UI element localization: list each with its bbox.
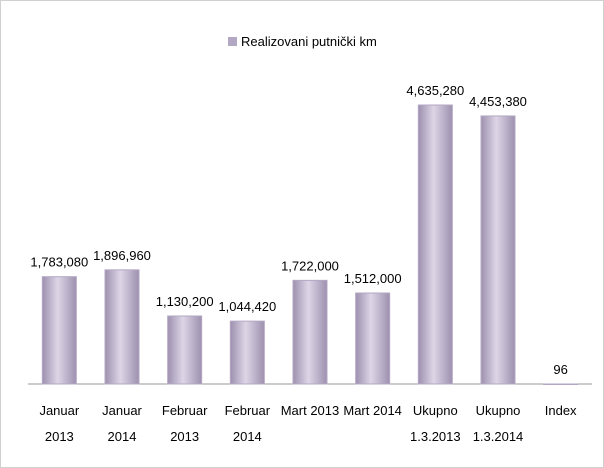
bar (292, 279, 328, 385)
data-label: 1,783,080 (30, 255, 88, 270)
x-tick-label: Januar 2013 (39, 403, 80, 444)
data-label: 1,044,420 (218, 299, 276, 314)
x-tick-label: Februar 2014 (224, 403, 271, 444)
data-label: 1,896,960 (93, 248, 151, 263)
data-label: 4,453,380 (469, 94, 527, 109)
bar (229, 320, 265, 385)
bar (543, 383, 579, 385)
bar (355, 292, 391, 385)
x-tick-label: Index (544, 403, 577, 418)
x-tick-label: Januar 2014 (102, 403, 142, 444)
data-label: 96 (553, 362, 567, 377)
x-tick-label: Ukupno 1.3.2014 (472, 403, 524, 444)
legend-label: Realizovani putnički km (241, 34, 377, 49)
bar (417, 104, 453, 385)
bar (167, 315, 203, 385)
bar (41, 276, 77, 385)
data-label: 1,722,000 (281, 258, 339, 273)
data-label: 4,635,280 (406, 83, 464, 98)
data-label: 1,130,200 (156, 294, 214, 309)
x-tick-label: Februar 2013 (161, 403, 208, 444)
data-label: 1,512,000 (344, 271, 402, 286)
bar (104, 269, 140, 385)
legend-key (228, 37, 237, 46)
x-tick-label: Mart 2014 (343, 403, 402, 418)
x-tick-label: Ukupno 1.3.2013 (410, 403, 461, 444)
bar (480, 115, 516, 385)
x-tick-label: Mart 2013 (280, 403, 340, 418)
